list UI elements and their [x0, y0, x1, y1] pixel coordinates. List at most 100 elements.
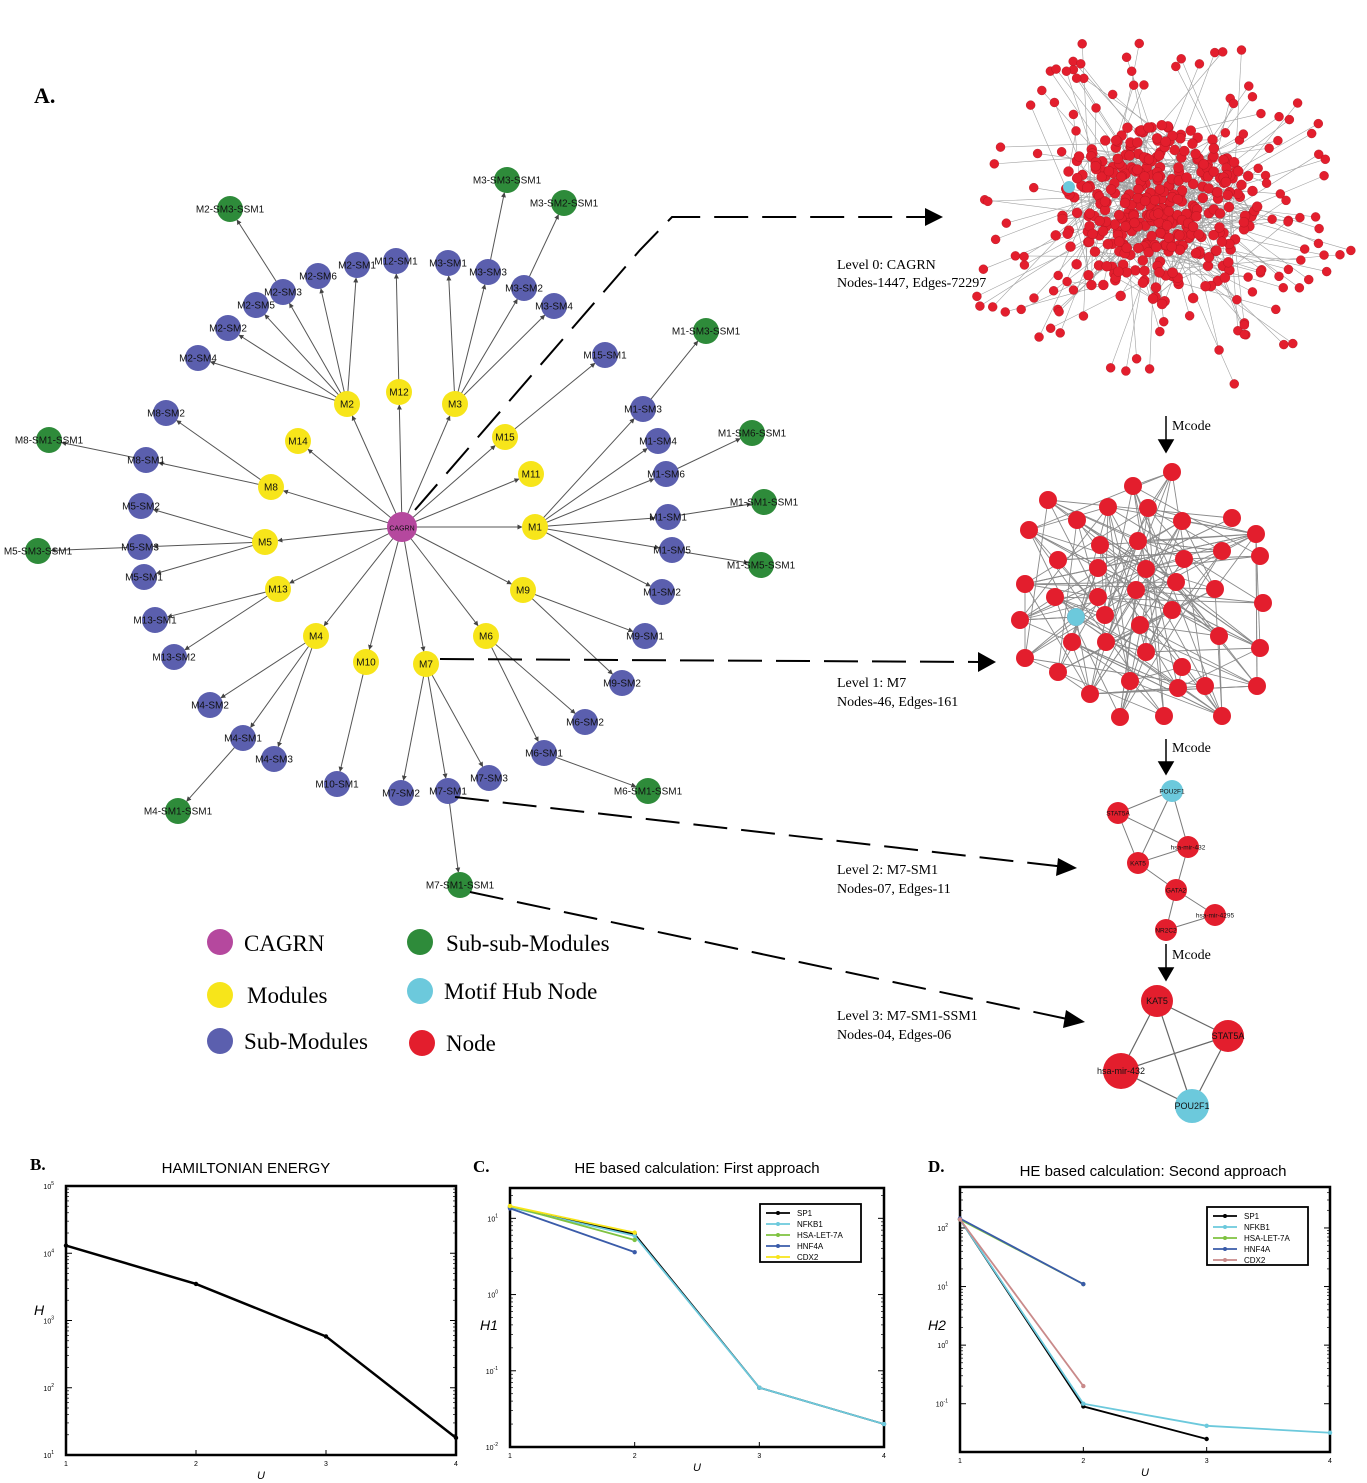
svg-text:M7-SM1-SSM1: M7-SM1-SSM1 [426, 881, 495, 892]
submodule-node-m6-sm1: M6-SM1 [525, 740, 563, 766]
submodule-node-m6-sm2: M6-SM2 [566, 709, 604, 735]
legend-label-node: Node [446, 1031, 496, 1056]
dashed-connectors [414, 216, 1073, 1021]
submodule-node-m7-sm3: M7-SM3 [470, 765, 508, 791]
svg-text:M3-SM3: M3-SM3 [469, 268, 507, 279]
data-point [632, 1230, 637, 1235]
data-point [1081, 1281, 1086, 1287]
module-node-m11: M11 [518, 461, 544, 487]
submodule-node-m4-sm3: M4-SM3 [255, 746, 293, 772]
x-axis-label: U [1141, 1467, 1149, 1479]
submodule-node-m8-sm1: M8-SM1 [127, 447, 165, 473]
module-node-m9: M9 [510, 577, 536, 603]
svg-text:M13: M13 [268, 585, 288, 596]
legend-entry: HNF4A [1244, 1245, 1271, 1254]
svg-text:M1-SM6: M1-SM6 [647, 470, 685, 481]
module-node-m6: M6 [473, 623, 499, 649]
level3-network: KAT5 STAT5A hsa-mir-432 POU2F1 [1097, 985, 1244, 1123]
y-tick-label: 10-2 [486, 1442, 498, 1452]
x-tick-label: 1 [958, 1458, 962, 1465]
subsubmodule-node-m1-sm6-ssm1: M1-SM6-SSM1 [718, 420, 787, 446]
submodule-node-m2-sm6: M2-SM6 [299, 263, 337, 289]
svg-text:M1-SM5: M1-SM5 [653, 546, 691, 557]
level3-node-stat5a: STAT5A [1212, 1020, 1245, 1052]
submodule-node-m1-sm4: M1-SM4 [639, 428, 677, 454]
svg-text:M2-SM3: M2-SM3 [264, 288, 302, 299]
legend-label-motif-hub: Motif Hub Node [444, 979, 597, 1004]
series-sp1 [957, 1217, 1209, 1442]
subsubmodule-node-m1-sm3-ssm1: M1-SM3-SSM1 [672, 318, 741, 344]
submodule-node-m2-sm2: M2-SM2 [209, 315, 247, 341]
submodule-node-m3-sm4: M3-SM4 [535, 293, 573, 319]
module-node-m4: M4 [303, 623, 329, 649]
data-point [632, 1237, 637, 1243]
svg-text:M1-SM1-SSM1: M1-SM1-SSM1 [730, 498, 799, 509]
data-point [63, 1243, 69, 1248]
svg-text:GATA2: GATA2 [1166, 888, 1187, 895]
svg-text:STAT5A: STAT5A [1212, 1031, 1245, 1041]
level3-node-hsa-mir-432: hsa-mir-432 [1097, 1053, 1145, 1089]
module-tree-nodes: M1-SM1-SSM1 M1-SM3-SSM1 M1-SM5-SSM1 M1-SM6-… [4, 167, 799, 898]
svg-text:POU2F1: POU2F1 [1174, 1101, 1209, 1111]
svg-text:M2-SM1: M2-SM1 [338, 261, 376, 272]
svg-text:M7: M7 [419, 660, 433, 671]
svg-text:M3-SM4: M3-SM4 [535, 302, 573, 313]
legend-label-subsubmodules: Sub-sub-Modules [446, 931, 610, 956]
svg-text:M13-SM1: M13-SM1 [133, 616, 177, 627]
y-tick-label: 101 [937, 1282, 948, 1292]
x-tick-label: 3 [757, 1453, 761, 1460]
y-tick-label: 10-1 [486, 1366, 498, 1376]
legend-entry: HNF4A [797, 1242, 824, 1251]
svg-text:M7-SM1: M7-SM1 [429, 787, 467, 798]
subsubmodule-node-m1-sm1-ssm1: M1-SM1-SSM1 [730, 489, 799, 515]
svg-text:M6-SM2: M6-SM2 [566, 718, 604, 729]
y-tick-label: 101 [43, 1450, 54, 1460]
submodule-node-m2-sm3: M2-SM3 [264, 279, 302, 305]
submodule-node-m2-sm4: M2-SM4 [179, 345, 217, 371]
svg-text:POU2F1: POU2F1 [1159, 789, 1185, 796]
svg-text:M15: M15 [495, 433, 515, 444]
y-tick-label: 100 [487, 1290, 498, 1300]
level2-node-hsa-mir-432: hsa-mir-432 [1171, 836, 1206, 858]
module-node-m2: M2 [334, 391, 360, 417]
submodule-node-m2-sm1: M2-SM1 [338, 252, 376, 278]
data-point [632, 1233, 637, 1238]
panel-label: C. [473, 1157, 490, 1176]
module-node-m10: M10 [353, 649, 379, 675]
level3-node-pou2f1: POU2F1 [1174, 1089, 1210, 1123]
legend-entry: CDX2 [1244, 1256, 1266, 1265]
svg-text:M14: M14 [288, 437, 308, 448]
legend-entry: HSA-LET-7A [797, 1231, 843, 1240]
svg-text:M3-SM2: M3-SM2 [505, 284, 543, 295]
submodule-node-m13-sm2: M13-SM2 [152, 644, 196, 670]
level0-stats: Nodes-1447, Edges-72297 [837, 276, 986, 291]
svg-text:M4: M4 [309, 632, 323, 643]
dashed-connector-arrowheads [925, 208, 1085, 1028]
subsubmodule-node-m2-sm3-ssm1: M2-SM3-SSM1 [196, 196, 265, 222]
svg-text:M9: M9 [516, 586, 530, 597]
dashed-connector-level2 [454, 796, 1066, 868]
svg-text:M1-SM4: M1-SM4 [639, 437, 677, 448]
svg-text:M2: M2 [340, 400, 354, 411]
data-point [1081, 1401, 1086, 1406]
mcode-label-1: Mcode [1172, 419, 1211, 434]
y-tick-label: 104 [43, 1248, 54, 1258]
submodule-node-m7-sm1: M7-SM1 [429, 778, 467, 804]
data-point [632, 1249, 637, 1255]
svg-text:M10-SM1: M10-SM1 [315, 780, 359, 791]
level3-stats: Nodes-04, Edges-06 [837, 1028, 951, 1043]
level2-node-nr2c2: NR2C2 [1155, 919, 1177, 941]
svg-text:M1-SM1: M1-SM1 [649, 513, 687, 524]
legend-swatch-node [409, 1030, 435, 1056]
series-hnf4a [957, 1216, 1086, 1287]
level2-node-hsa-mir-4295: hsa-mir-4295 [1196, 904, 1235, 926]
chart-title: HE based calculation: Second approach [1020, 1163, 1287, 1180]
y-tick-label: 105 [43, 1181, 54, 1191]
submodule-node-m4-sm1: M4-SM1 [224, 725, 262, 751]
legend-entry: HSA-LET-7A [1244, 1234, 1290, 1243]
level2-node-kat5: KAT5 [1127, 852, 1149, 874]
svg-text:M6: M6 [479, 632, 493, 643]
series-cdx2 [957, 1217, 1086, 1389]
subsubmodule-node-m4-sm1-ssm1: M4-SM1-SSM1 [144, 798, 213, 824]
